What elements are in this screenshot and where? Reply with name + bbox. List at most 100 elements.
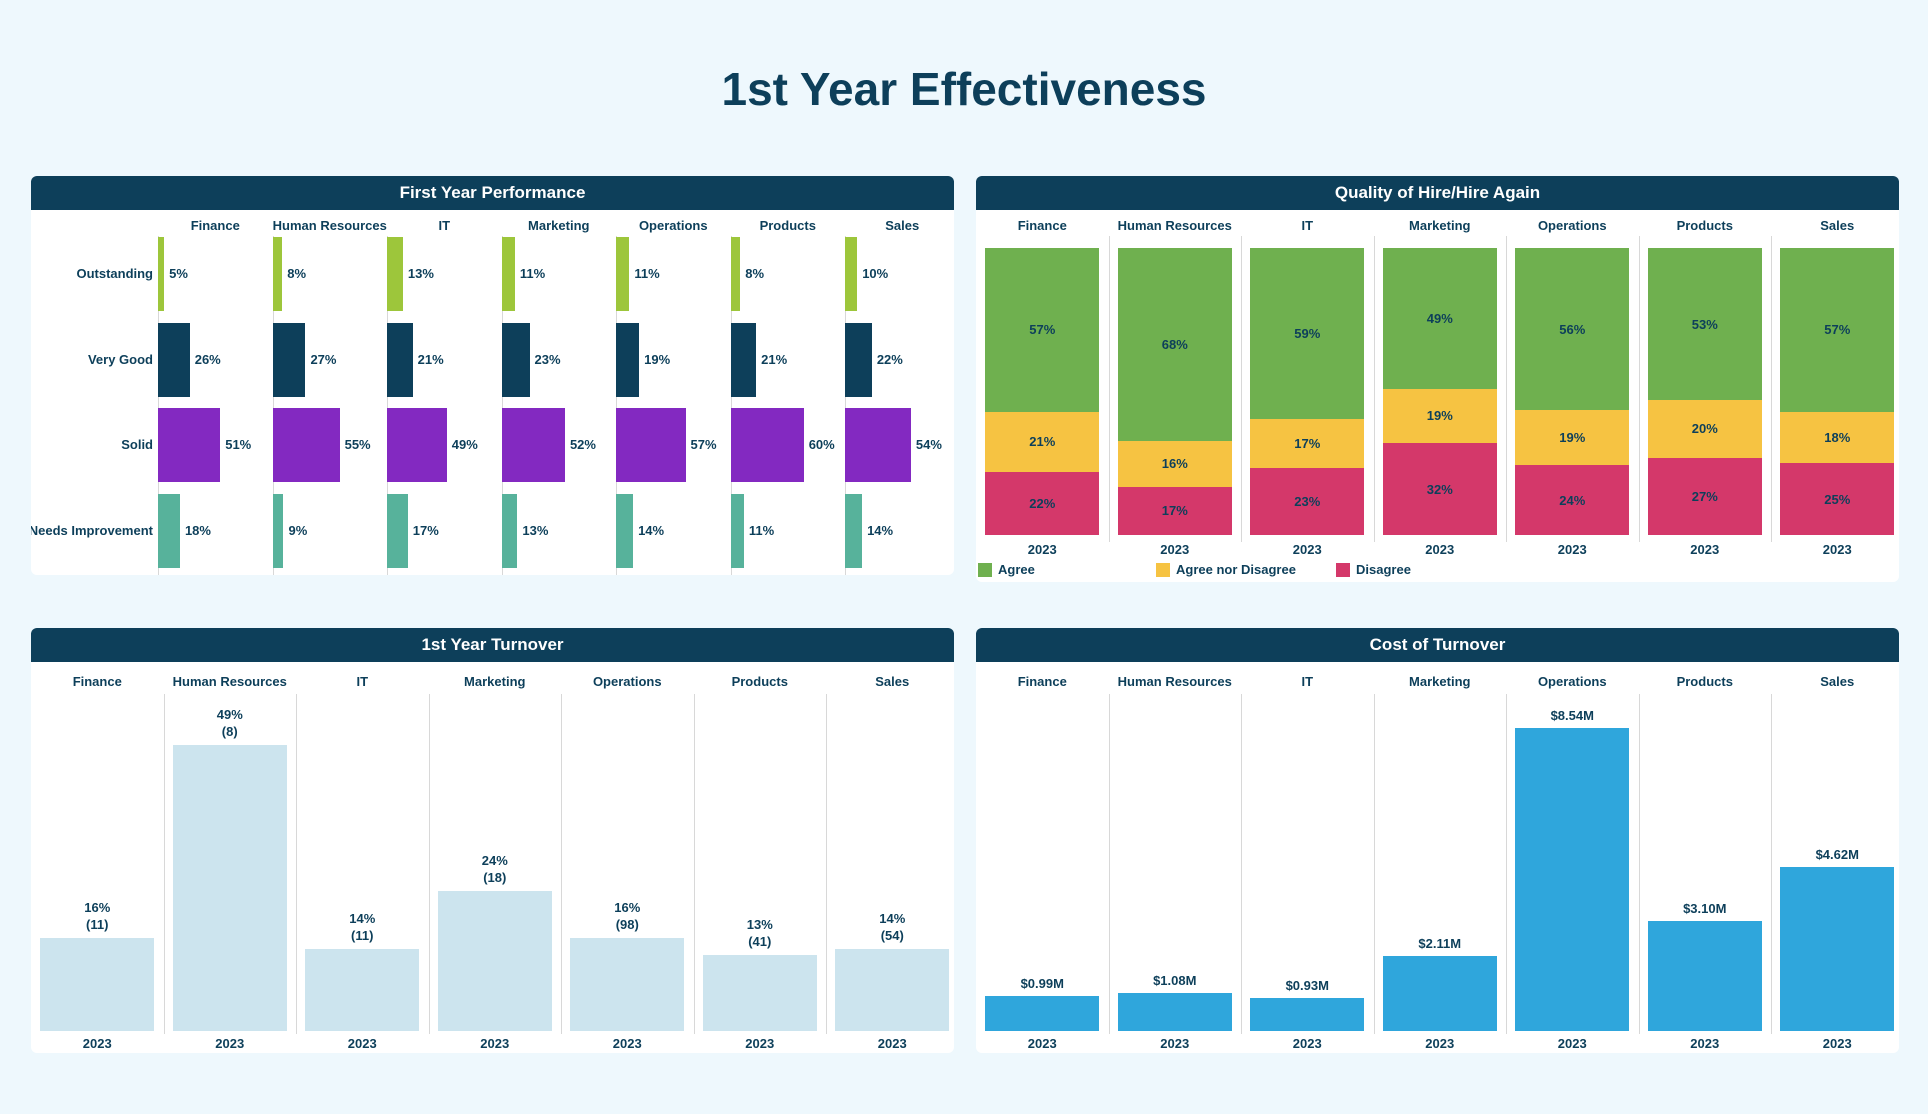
bar-value-label: 22%	[876, 351, 903, 367]
column-divider	[1241, 236, 1242, 542]
page-title: 1st Year Effectiveness	[721, 63, 1207, 115]
bar-value-label: 11%	[634, 266, 660, 281]
legend-label: Disagree	[1356, 562, 1411, 577]
stacked-bar-segment: 18%	[1780, 411, 1895, 464]
bar-value-label: $0.93M	[1285, 977, 1329, 993]
stacked-bar-segment: 59%	[1250, 248, 1365, 420]
column-divider	[428, 694, 430, 1034]
bar	[845, 322, 872, 397]
bar	[730, 237, 741, 311]
column-header: Operations	[1537, 218, 1607, 233]
bar	[616, 322, 640, 397]
stacked-bar-segment: 53%	[1647, 248, 1762, 401]
bar	[501, 408, 565, 482]
bar-value-label: 54%	[915, 437, 942, 452]
panel-title: First Year Performance	[31, 176, 954, 210]
column-divider	[1638, 236, 1640, 542]
year-label: 2023	[1690, 542, 1720, 557]
column-header: Human Resources	[172, 674, 287, 689]
bar	[172, 744, 287, 1031]
column-divider	[1373, 236, 1375, 542]
bar-count-label: (41)	[748, 934, 772, 950]
bar-value-label: 49%	[216, 706, 243, 722]
year-label: 2023	[82, 1036, 112, 1051]
panel-title: Quality of Hire/Hire Again	[976, 176, 1899, 210]
bar-value-label: $8.54M	[1550, 707, 1594, 723]
bar-value-label: 13%	[407, 266, 434, 281]
bar	[437, 890, 552, 1031]
column-header: IT	[356, 674, 369, 689]
bar	[158, 322, 190, 397]
bar	[730, 322, 757, 397]
segment-value-label: 17%	[1294, 436, 1321, 452]
year-label: 2023	[877, 1036, 907, 1051]
bar-value-label: $1.08M	[1153, 972, 1197, 988]
legend-swatch	[978, 562, 992, 577]
column-divider	[616, 236, 617, 575]
segment-value-label: 21%	[1029, 434, 1056, 450]
column-divider	[387, 236, 388, 575]
bar-value-label: 8%	[287, 266, 307, 281]
segment-value-label: 23%	[1294, 494, 1321, 510]
column-divider	[845, 236, 846, 575]
column-divider	[1506, 236, 1507, 542]
row-label: Solid	[121, 437, 153, 452]
legend-label: Agree	[998, 562, 1035, 577]
segment-value-label: 68%	[1161, 337, 1188, 353]
segment-value-label: 22%	[1029, 495, 1056, 511]
column-header: Operations	[1537, 674, 1607, 689]
column-header: Products	[1676, 218, 1733, 233]
column-header: Sales	[1820, 218, 1855, 233]
segment-value-label: 20%	[1691, 421, 1718, 437]
bar-value-label: 57%	[690, 437, 717, 452]
bar	[272, 408, 340, 482]
stacked-bar-segment: 16%	[1117, 441, 1232, 487]
bar	[835, 949, 950, 1031]
bar-value-label: 16%	[614, 899, 641, 915]
bar	[387, 493, 408, 568]
bar-value-label: $4.62M	[1815, 846, 1859, 862]
bar-value-label: 5%	[169, 266, 188, 281]
column-header: Sales	[1820, 674, 1855, 689]
column-divider	[501, 236, 503, 575]
bar-value-label: 9%	[288, 522, 308, 538]
bar	[616, 237, 630, 311]
bar	[845, 237, 858, 311]
bar-value-label: 18%	[184, 522, 211, 538]
stacked-bar-segment: 23%	[1250, 468, 1365, 535]
year-label: 2023	[745, 1036, 775, 1051]
segment-value-label: 17%	[1161, 503, 1188, 519]
column-header: Marketing	[1409, 674, 1471, 689]
column-header: Products	[731, 674, 788, 689]
year-label: 2023	[1557, 542, 1587, 557]
first-year-performance-panel: First Year Performance Finance 5% 26% 51% 18…	[31, 176, 954, 575]
bar	[730, 408, 804, 482]
bar	[1647, 920, 1762, 1031]
bar-count-label: (8)	[221, 723, 238, 739]
bar	[305, 949, 420, 1031]
column-header: Finance	[1017, 674, 1067, 689]
column-header: Finance	[190, 218, 240, 233]
bar-value-label: 16%	[84, 899, 111, 915]
stacked-bar-segment: 27%	[1647, 457, 1762, 535]
bar-value-label: 52%	[569, 437, 596, 452]
year-label: 2023	[347, 1036, 377, 1051]
bar-count-label: (11)	[86, 916, 109, 932]
bar-value-label: 14%	[638, 522, 665, 538]
column-divider	[1373, 694, 1375, 1034]
bar-value-label: 26%	[194, 351, 221, 367]
segment-value-label: 32%	[1426, 481, 1453, 497]
segment-value-label: 56%	[1559, 321, 1586, 337]
bar	[501, 237, 515, 311]
bar	[845, 408, 911, 482]
bar-value-label: 8%	[745, 266, 765, 281]
first-year-turnover-panel: 1st Year Turnover Finance 16% (11) 2023 Huma…	[31, 628, 954, 1053]
column-header: Human Resources	[1117, 674, 1232, 689]
column-header: IT	[438, 218, 451, 233]
bar-value-label: $0.99M	[1020, 975, 1064, 991]
stacked-bar-segment: 56%	[1515, 248, 1630, 411]
bar-count-label: (18)	[483, 869, 507, 885]
year-label: 2023	[1425, 1036, 1455, 1051]
column-divider	[1638, 694, 1640, 1034]
column-divider	[1108, 694, 1110, 1034]
